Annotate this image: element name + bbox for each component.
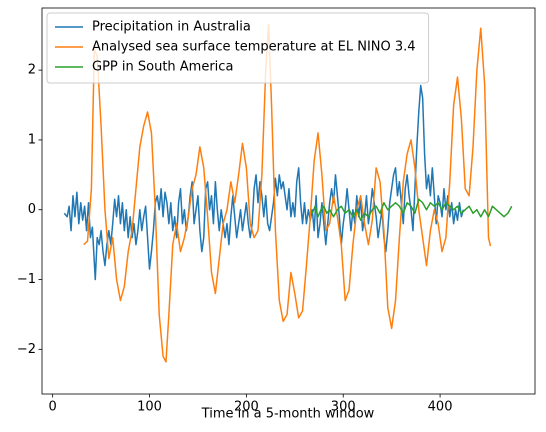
x-tick-label: 200 (234, 400, 259, 415)
axes-frame (41, 7, 536, 395)
x-tick-label: 400 (428, 400, 453, 415)
x-axis-label: Time in a 5-month window (201, 407, 375, 422)
data-line (63, 84, 465, 281)
legend: Precipitation in Australia Analysed sea s… (46, 12, 430, 84)
x-tick-label: 0 (49, 400, 57, 415)
data-line (311, 198, 513, 221)
legend-box (46, 12, 430, 84)
y-tick-label: 0 (28, 202, 36, 217)
x-tick-label: 300 (331, 400, 356, 415)
y-tick-label: 2 (28, 63, 36, 78)
y-tick-label: −1 (17, 272, 36, 287)
data-line (83, 24, 492, 363)
legend-label: GPP in South America (92, 60, 233, 75)
y-tick-label: 1 (28, 132, 36, 147)
x-tick-label: 100 (137, 400, 162, 415)
y-tick-label: −2 (17, 342, 36, 357)
legend-label: Analysed sea surface temperature at EL N… (92, 40, 416, 55)
legend-label: Precipitation in Australia (92, 20, 251, 35)
